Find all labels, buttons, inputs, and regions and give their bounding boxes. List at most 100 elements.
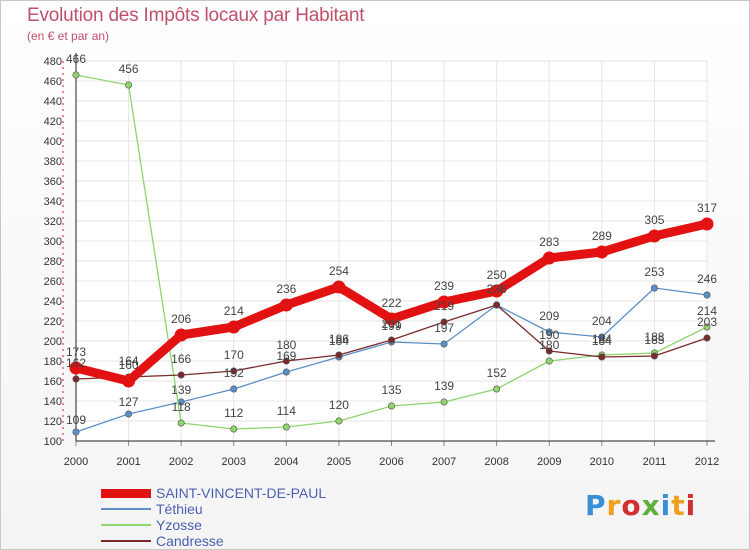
y-tick-label: 100 bbox=[44, 436, 62, 448]
legend-swatch bbox=[101, 524, 151, 526]
data-label: 135 bbox=[381, 383, 401, 397]
x-tick-label: 2006 bbox=[379, 456, 403, 468]
data-label: 169 bbox=[276, 349, 296, 363]
data-label: 203 bbox=[697, 315, 717, 329]
data-point bbox=[647, 229, 661, 243]
x-tick-label: 2004 bbox=[274, 456, 298, 468]
data-point bbox=[703, 334, 711, 342]
data-label: 197 bbox=[434, 321, 454, 335]
data-label: 127 bbox=[119, 395, 139, 409]
y-tick-label: 400 bbox=[44, 136, 62, 148]
data-label: 250 bbox=[487, 268, 507, 282]
x-tick-label: 2001 bbox=[116, 456, 140, 468]
legend-label: SAINT-VINCENT-DE-PAUL bbox=[156, 485, 327, 501]
data-label: 112 bbox=[224, 406, 243, 420]
data-label: 118 bbox=[172, 400, 191, 414]
data-label: 317 bbox=[697, 201, 717, 215]
data-label: 164 bbox=[119, 354, 139, 368]
data-label: 209 bbox=[539, 309, 559, 323]
data-point bbox=[72, 428, 80, 436]
data-point bbox=[279, 298, 293, 312]
logo-letter: r bbox=[606, 489, 622, 522]
legend-swatch bbox=[101, 488, 151, 498]
data-label: 184 bbox=[592, 332, 612, 346]
chart-title: Evolution des Impôts locaux par Habitant bbox=[27, 5, 365, 26]
data-point bbox=[650, 284, 658, 292]
data-label: 254 bbox=[329, 264, 349, 278]
data-point bbox=[177, 371, 185, 379]
legend-swatch bbox=[101, 508, 151, 510]
data-point bbox=[387, 336, 395, 344]
data-point bbox=[545, 328, 553, 336]
data-point bbox=[122, 374, 136, 388]
data-label: 185 bbox=[644, 333, 664, 347]
legend-swatch bbox=[101, 540, 151, 542]
data-point bbox=[387, 402, 395, 410]
data-point bbox=[282, 357, 290, 365]
data-label: 180 bbox=[276, 338, 296, 352]
data-label: 253 bbox=[644, 265, 664, 279]
data-point bbox=[125, 410, 133, 418]
y-tick-label: 200 bbox=[44, 336, 62, 348]
y-tick-label: 300 bbox=[44, 236, 62, 248]
y-tick-label: 420 bbox=[44, 116, 62, 128]
data-point bbox=[440, 340, 448, 348]
x-tick-label: 2010 bbox=[590, 456, 614, 468]
data-point bbox=[437, 295, 451, 309]
data-point bbox=[493, 385, 501, 393]
data-label: 188 bbox=[644, 330, 664, 344]
data-label: 120 bbox=[329, 398, 349, 412]
data-label: 190 bbox=[539, 328, 559, 342]
data-label: 206 bbox=[171, 312, 191, 326]
data-point bbox=[595, 245, 609, 259]
data-point bbox=[72, 71, 80, 79]
data-point bbox=[490, 284, 504, 298]
data-label: 152 bbox=[487, 366, 507, 380]
y-tick-label: 260 bbox=[44, 276, 62, 288]
y-tick-label: 160 bbox=[44, 376, 62, 388]
data-point bbox=[335, 417, 343, 425]
data-point bbox=[545, 357, 553, 365]
data-point bbox=[440, 398, 448, 406]
data-label: 184 bbox=[329, 334, 349, 348]
data-label: 166 bbox=[171, 352, 191, 366]
data-point bbox=[174, 328, 188, 342]
data-label: 239 bbox=[434, 279, 454, 293]
logo-letter: i bbox=[685, 489, 697, 522]
y-tick-label: 280 bbox=[44, 256, 62, 268]
legend-item: Yzosse bbox=[101, 517, 361, 533]
data-point bbox=[230, 385, 238, 393]
data-label: 305 bbox=[644, 213, 664, 227]
legend-item: Candresse bbox=[101, 533, 361, 549]
data-point bbox=[493, 301, 501, 309]
data-label: 199 bbox=[381, 319, 401, 333]
data-label: 139 bbox=[171, 383, 191, 397]
data-label: 180 bbox=[539, 338, 559, 352]
data-label: 114 bbox=[277, 404, 296, 418]
x-tick-label: 2008 bbox=[484, 456, 508, 468]
data-point bbox=[230, 367, 238, 375]
y-tick-label: 380 bbox=[44, 156, 62, 168]
data-point bbox=[69, 361, 83, 375]
data-label: 236 bbox=[487, 282, 507, 296]
y-tick-label: 360 bbox=[44, 176, 62, 188]
data-label: 162 bbox=[66, 356, 86, 370]
data-label: 184 bbox=[592, 334, 612, 348]
logo-letter: t bbox=[671, 489, 686, 522]
data-point bbox=[282, 368, 290, 376]
data-point bbox=[650, 352, 658, 360]
data-point bbox=[598, 353, 606, 361]
data-point bbox=[125, 81, 133, 89]
y-tick-label: 460 bbox=[44, 76, 62, 88]
data-label: 456 bbox=[119, 62, 139, 76]
data-label: 214 bbox=[697, 304, 717, 318]
data-label: 204 bbox=[592, 314, 612, 328]
y-tick-label: 140 bbox=[44, 396, 62, 408]
data-label: 289 bbox=[592, 229, 612, 243]
x-tick-label: 2003 bbox=[222, 456, 246, 468]
legend: SAINT-VINCENT-DE-PAUL Téthieu Yzosse Candre… bbox=[101, 485, 361, 549]
data-point bbox=[542, 251, 556, 265]
y-tick-label: 220 bbox=[44, 316, 62, 328]
data-point bbox=[700, 217, 714, 231]
